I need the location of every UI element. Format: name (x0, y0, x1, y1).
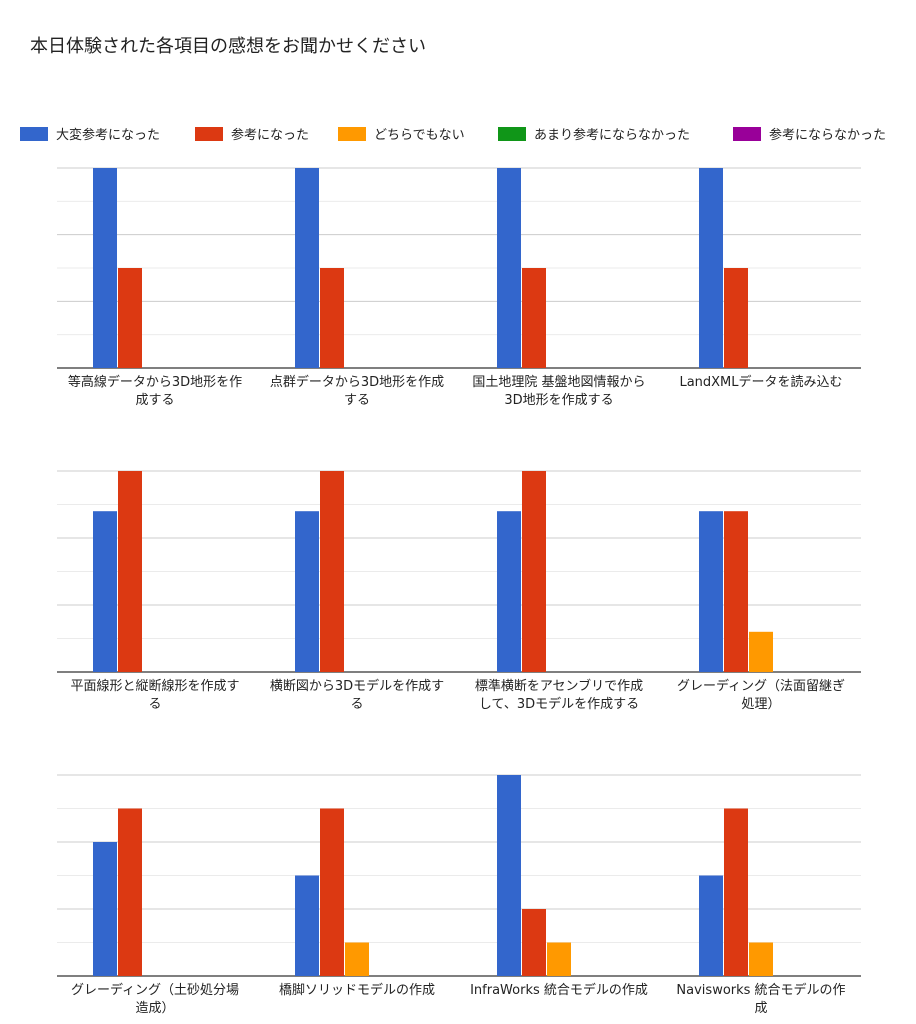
legend-label: 参考になった (231, 128, 310, 143)
category-label: LandXMLデータを読み込む (679, 375, 843, 390)
legend-item: 大変参考になった (20, 124, 160, 143)
bar (295, 875, 319, 976)
bar (118, 268, 142, 368)
category-label: 国土地理院 基盤地図情報から3D地形を作成する (472, 375, 646, 408)
bar (118, 808, 142, 976)
category-label: グレーディング（土砂処分場造成） (70, 983, 240, 1016)
legend-swatch (498, 126, 526, 141)
legend-item: 参考になった (195, 124, 309, 143)
bar (724, 808, 748, 976)
bar (497, 775, 521, 976)
bar (547, 942, 571, 976)
bar (522, 909, 546, 976)
bar (295, 168, 319, 368)
bar (320, 471, 344, 672)
legend-label: 大変参考になった (56, 128, 161, 143)
bar (497, 511, 521, 672)
bar (320, 268, 344, 368)
bar (699, 511, 723, 672)
legend-label: どちらでもない (374, 128, 465, 143)
bar (522, 471, 546, 672)
bar (118, 471, 142, 672)
category-label: 点群データから3D地形を作成する (269, 375, 445, 408)
bar (699, 168, 723, 368)
bar (724, 268, 748, 368)
legend-label: 参考にならなかった (769, 128, 887, 143)
bar (93, 511, 117, 672)
bar (699, 875, 723, 976)
category-label: 等高線データから3D地形を作成する (67, 375, 243, 408)
legend-swatch (195, 126, 223, 141)
bar (724, 511, 748, 672)
category-label: InfraWorks 統合モデルの作成 (470, 983, 648, 998)
category-label: Navisworks 統合モデルの作成 (676, 983, 846, 1016)
bar (93, 842, 117, 976)
category-label: 平面線形と縦断線形を作成する (70, 679, 240, 712)
bar (295, 511, 319, 672)
bar (320, 808, 344, 976)
bar (522, 268, 546, 368)
bar (93, 168, 117, 368)
category-label: 標準横断をアセンブリで作成して、3Dモデルを作成する (474, 679, 644, 712)
category-label: グレーディング（法面留継ぎ処理） (676, 679, 846, 712)
bar (749, 631, 773, 672)
legend-item: あまり参考にならなかった (498, 124, 690, 143)
legend-swatch (338, 126, 366, 141)
legend-item: 参考にならなかった (733, 124, 886, 143)
legend-swatch (733, 126, 761, 141)
category-label: 横断図から3Dモデルを作成する (269, 679, 445, 712)
legend-item: どちらでもない (338, 124, 465, 143)
legend-swatch (20, 126, 48, 141)
category-label: 橋脚ソリッドモデルの作成 (278, 983, 435, 998)
bar (345, 942, 369, 976)
chart-title: 本日体験された各項目の感想をお聞かせください (30, 36, 426, 57)
legend-label: あまり参考にならなかった (534, 128, 691, 143)
bar (497, 168, 521, 368)
bar (749, 942, 773, 976)
